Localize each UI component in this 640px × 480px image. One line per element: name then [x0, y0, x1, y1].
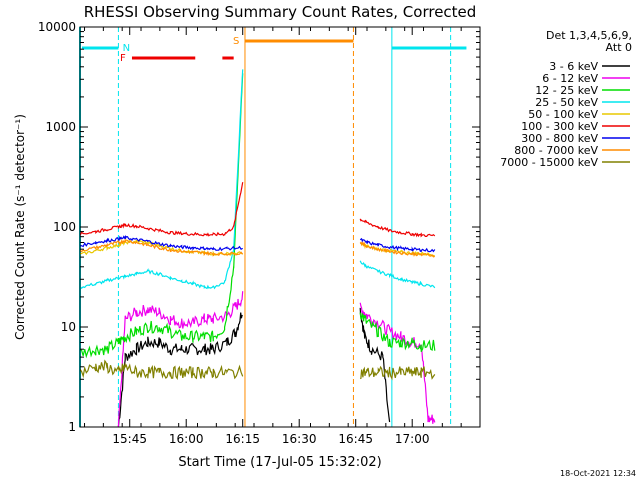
x-tick-label: 16:00 [169, 432, 204, 446]
x-tick-label: 15:45 [112, 432, 147, 446]
series-line-1-0 [117, 291, 244, 427]
legend-label: 100 - 300 keV [521, 120, 598, 133]
series-line-2-0 [79, 73, 244, 359]
series-line-8-0 [79, 359, 244, 381]
saa-label: S [233, 36, 239, 47]
y-tick-label: 10000 [38, 20, 76, 34]
x-tick-label: 16:45 [338, 432, 373, 446]
series-line-0-1 [359, 307, 391, 423]
legend-label: 800 - 7000 keV [514, 144, 598, 157]
series-line-3-0 [79, 69, 244, 290]
legend-header-line1: Det 1,3,4,5,6,9, [546, 29, 632, 42]
plot-frame [79, 26, 481, 428]
series-line-3-1 [359, 260, 436, 289]
legend-header-line2: Att 0 [606, 41, 632, 54]
x-tick-label: 17:00 [395, 432, 430, 446]
x-axis-label: Start Time (17-Jul-05 15:32:02) [178, 455, 381, 470]
series-line-1-1 [359, 302, 436, 424]
series-line-8-1 [360, 365, 436, 381]
timestamp: 18-Oct-2021 12:34 [560, 469, 636, 478]
legend-label: 50 - 100 keV [528, 108, 598, 121]
y-axis-label: Corrected Count Rate (s⁻¹ detector⁻¹) [13, 114, 27, 340]
x-tick-label: 16:30 [282, 432, 317, 446]
flare-label: F [120, 53, 126, 64]
chart-title: RHESSI Observing Summary Count Rates, Co… [84, 3, 477, 21]
series-line-4-0 [79, 239, 244, 257]
series-line-5-1 [359, 218, 436, 238]
legend-label: 12 - 25 keV [535, 84, 598, 97]
series-line-0-0 [117, 312, 243, 428]
x-tick-label: 16:15 [225, 432, 260, 446]
legend-label: 6 - 12 keV [542, 72, 598, 85]
y-tick-label: 1000 [45, 120, 76, 134]
legend-label: 3 - 6 keV [549, 60, 598, 73]
series-line-7-0 [79, 238, 244, 257]
legend-label: 25 - 50 keV [535, 96, 598, 109]
series-line-6-1 [359, 237, 436, 253]
series-line-6-0 [79, 234, 243, 252]
legend-label: 7000 - 15000 keV [500, 156, 598, 169]
y-tick-label: 100 [53, 220, 76, 234]
y-tick-label: 10 [61, 320, 76, 334]
series-line-2-1 [359, 312, 436, 352]
series-line-7-1 [359, 241, 435, 258]
night-label: N [123, 43, 130, 54]
legend-label: 300 - 800 keV [521, 132, 598, 145]
series-line-5-0 [79, 182, 244, 237]
y-tick-label: 1 [68, 420, 76, 434]
